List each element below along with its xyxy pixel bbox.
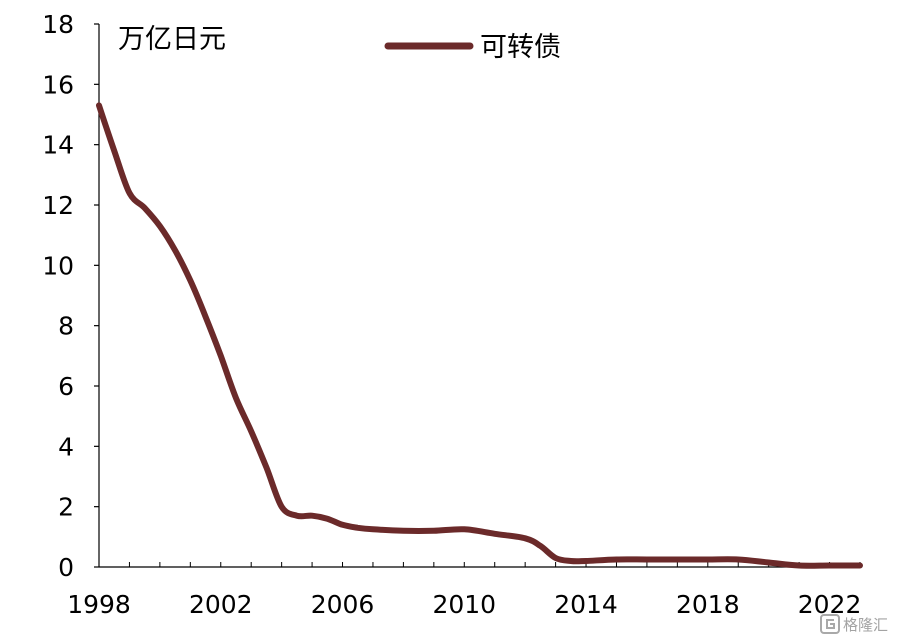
y-tick-label: 14: [42, 131, 74, 160]
y-tick-label: 2: [58, 493, 74, 522]
glh-logo-mark: [826, 619, 835, 629]
series-line: [96, 102, 863, 569]
glh-logo-icon: [820, 614, 840, 634]
x-tick-label: 1998: [67, 590, 131, 619]
x-tick-label: 2002: [189, 590, 253, 619]
y-ticks: 0 2 4 6 8 10 12 14 16 18: [42, 10, 99, 582]
x-tick-label: 2014: [554, 590, 618, 619]
watermark: 格隆汇: [820, 614, 888, 634]
y-tick-label: 0: [58, 553, 74, 582]
legend-label: 可转债: [480, 32, 561, 63]
legend: 可转债: [384, 32, 561, 63]
y-tick-label: 4: [58, 432, 74, 461]
y-tick-label: 10: [42, 251, 74, 280]
x-ticks: 1998 2002 2006 2010 2014 2018 2022: [67, 562, 861, 619]
y-tick-label: 8: [58, 312, 74, 341]
series-layer: [96, 102, 863, 569]
y-unit-label: 万亿日元: [118, 24, 226, 55]
x-tick-label: 2018: [676, 590, 740, 619]
x-tick-label: 2006: [311, 590, 375, 619]
y-tick-label: 6: [58, 372, 74, 401]
y-tick-label: 12: [42, 191, 74, 220]
y-tick-label: 16: [42, 70, 74, 99]
y-tick-label: 18: [42, 10, 74, 39]
x-tick-label: 2010: [432, 590, 496, 619]
watermark-text: 格隆汇: [843, 616, 888, 634]
axes: [98, 24, 860, 568]
